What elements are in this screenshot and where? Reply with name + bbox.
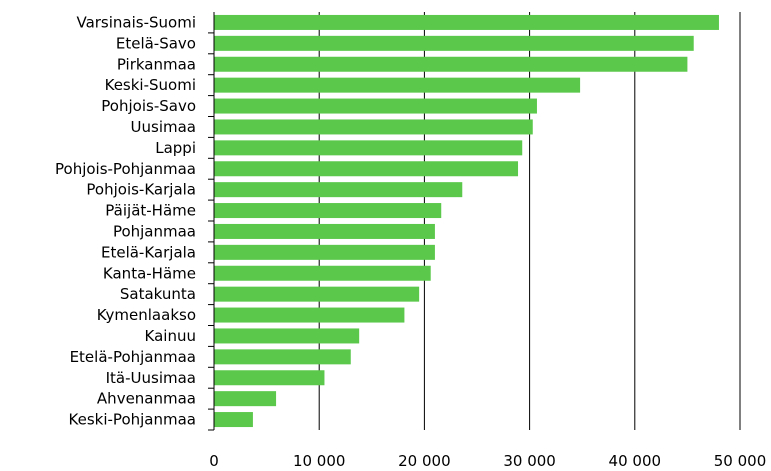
x-tick-label: 40 000 xyxy=(609,452,662,470)
category-label: Pohjanmaa xyxy=(113,222,196,240)
x-axis xyxy=(208,12,215,431)
bar xyxy=(214,244,435,260)
category-label: Kymenlaakso xyxy=(97,306,196,324)
bar xyxy=(214,77,581,93)
bar xyxy=(214,35,694,51)
bar xyxy=(214,265,431,281)
category-label: Uusimaa xyxy=(131,118,196,136)
bar xyxy=(214,412,253,428)
category-label: Ahvenanmaa xyxy=(97,390,196,408)
x-tick-label: 30 000 xyxy=(503,452,556,470)
x-tick-label: 20 000 xyxy=(398,452,451,470)
category-label: Etelä-Savo xyxy=(116,34,196,52)
bar xyxy=(214,203,442,219)
category-labels: Varsinais-Suomi Etelä-Savo Pirkanmaa Keski-… xyxy=(55,13,196,428)
bar xyxy=(214,349,351,365)
x-tick-label: 50 000 xyxy=(714,452,767,470)
bar xyxy=(214,140,523,156)
tick-labels: 0 10 000 20 000 30 000 40 000 50 000 xyxy=(209,452,766,470)
category-label: Kanta-Häme xyxy=(103,264,196,282)
category-label: Päijät-Häme xyxy=(105,202,196,220)
bar xyxy=(214,391,277,407)
category-label: Pohjois-Savo xyxy=(101,97,196,115)
category-label: Keski-Pohjanmaa xyxy=(69,411,196,429)
bar xyxy=(214,14,719,30)
bar xyxy=(214,286,420,302)
category-label: Varsinais-Suomi xyxy=(76,13,196,31)
category-label: Itä-Uusimaa xyxy=(106,369,196,387)
bar xyxy=(214,370,325,386)
gridlines xyxy=(318,12,741,430)
bar xyxy=(214,161,519,177)
x-tick-label: 0 xyxy=(209,452,219,470)
bar xyxy=(214,56,688,72)
category-label: Pohjois-Pohjanmaa xyxy=(55,160,196,178)
category-label: Etelä-Pohjanmaa xyxy=(70,348,196,366)
category-label: Pohjois-Karjala xyxy=(86,181,196,199)
bar xyxy=(214,328,360,344)
category-label: Pirkanmaa xyxy=(117,55,196,73)
category-label: Etelä-Karjala xyxy=(101,243,196,261)
category-label: Keski-Suomi xyxy=(105,76,196,94)
bar xyxy=(214,307,405,323)
category-label: Lappi xyxy=(155,139,196,157)
bar xyxy=(214,223,435,239)
bar xyxy=(214,119,533,135)
bars xyxy=(214,14,719,428)
bar xyxy=(214,98,537,114)
category-label: Kainuu xyxy=(145,327,196,345)
category-label: Satakunta xyxy=(120,285,196,303)
bar xyxy=(214,182,463,198)
x-tick-label: 10 000 xyxy=(293,452,346,470)
